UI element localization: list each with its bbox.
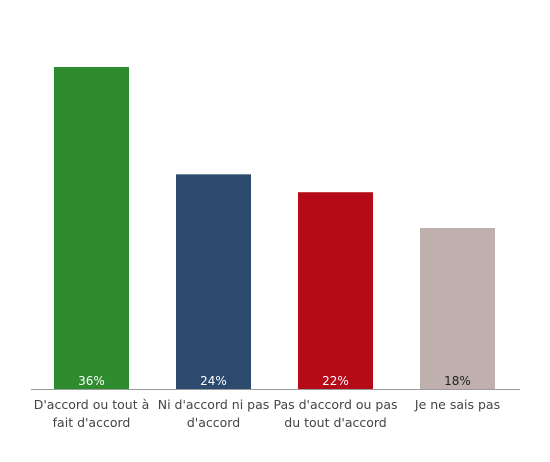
labels-layer: 36% D'accord ou tout à fait d'accord 24% Ni … bbox=[34, 374, 500, 430]
category-label-4-line-1: Je ne sais pas bbox=[414, 397, 500, 412]
category-label-1: D'accord ou tout à fait d'accord bbox=[34, 397, 150, 430]
category-label-2: Ni d'accord ni pas d'accord bbox=[158, 397, 270, 430]
bars-layer bbox=[54, 67, 495, 389]
bar-value-label-3: 22% bbox=[322, 374, 349, 388]
category-label-3-line-1: Pas d'accord ou pas bbox=[273, 397, 397, 412]
bar-value-label-4: 18% bbox=[444, 374, 471, 388]
category-label-1-line-1: D'accord ou tout à bbox=[34, 397, 150, 412]
bar-value-label-1: 36% bbox=[78, 374, 105, 388]
category-label-1-line-2: fait d'accord bbox=[53, 415, 131, 430]
category-label-2-line-1: Ni d'accord ni pas bbox=[158, 397, 270, 412]
category-label-3-line-2: du tout d'accord bbox=[284, 415, 386, 430]
bar-2 bbox=[176, 174, 251, 389]
bar-4 bbox=[420, 228, 495, 389]
category-label-4: Je ne sais pas bbox=[414, 397, 500, 412]
category-label-3: Pas d'accord ou pas du tout d'accord bbox=[273, 397, 397, 430]
bar-3 bbox=[298, 192, 373, 389]
bar-1 bbox=[54, 67, 129, 389]
category-label-2-line-2: d'accord bbox=[187, 415, 240, 430]
bar-value-label-2: 24% bbox=[200, 374, 227, 388]
